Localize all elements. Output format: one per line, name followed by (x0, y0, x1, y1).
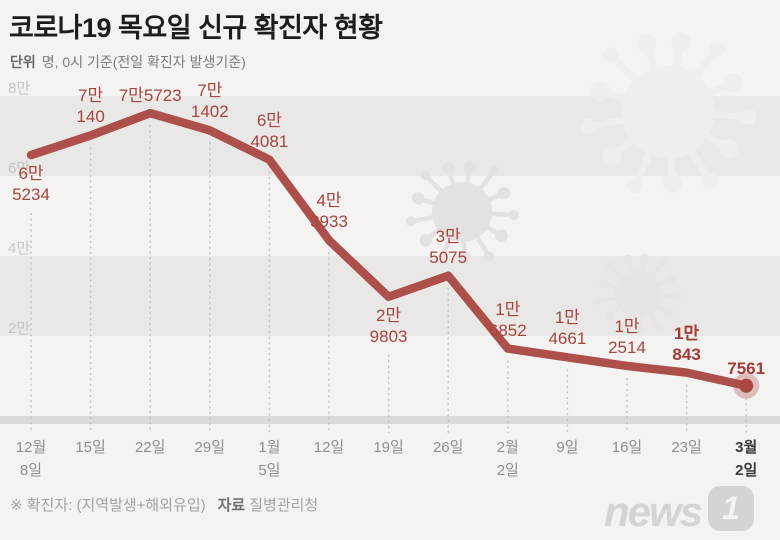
news1-logo-text: news (603, 488, 703, 535)
news1-logo-badge: 1 (708, 486, 754, 531)
data-line (26, 108, 751, 391)
unit-label: 단위 (10, 54, 36, 70)
virus-icon (594, 253, 683, 335)
footer-note: ※ 확진자: (지역발생+해외유입) 자료 질병관리청 (10, 494, 318, 515)
news1-logo: news 1 (603, 486, 754, 535)
chart-subtitle: 단위 명, 0시 기준(전일 확진자 발생기준) (10, 52, 246, 72)
page-title: 코로나19 목요일 신규 확진자 현황 (9, 13, 383, 43)
source-label: 자료 (217, 497, 246, 514)
virus-icon (580, 32, 757, 194)
subtitle-text: 명, 0시 기준(전일 확진자 발생기준) (41, 54, 246, 70)
source-value: 질병관리청 (249, 497, 319, 514)
footnote-text: ※ 확진자: (지역발생+해외유입) (10, 497, 206, 514)
virus-icon (405, 160, 519, 265)
last-point-dot (739, 378, 754, 393)
x-axis-line (0, 416, 780, 424)
